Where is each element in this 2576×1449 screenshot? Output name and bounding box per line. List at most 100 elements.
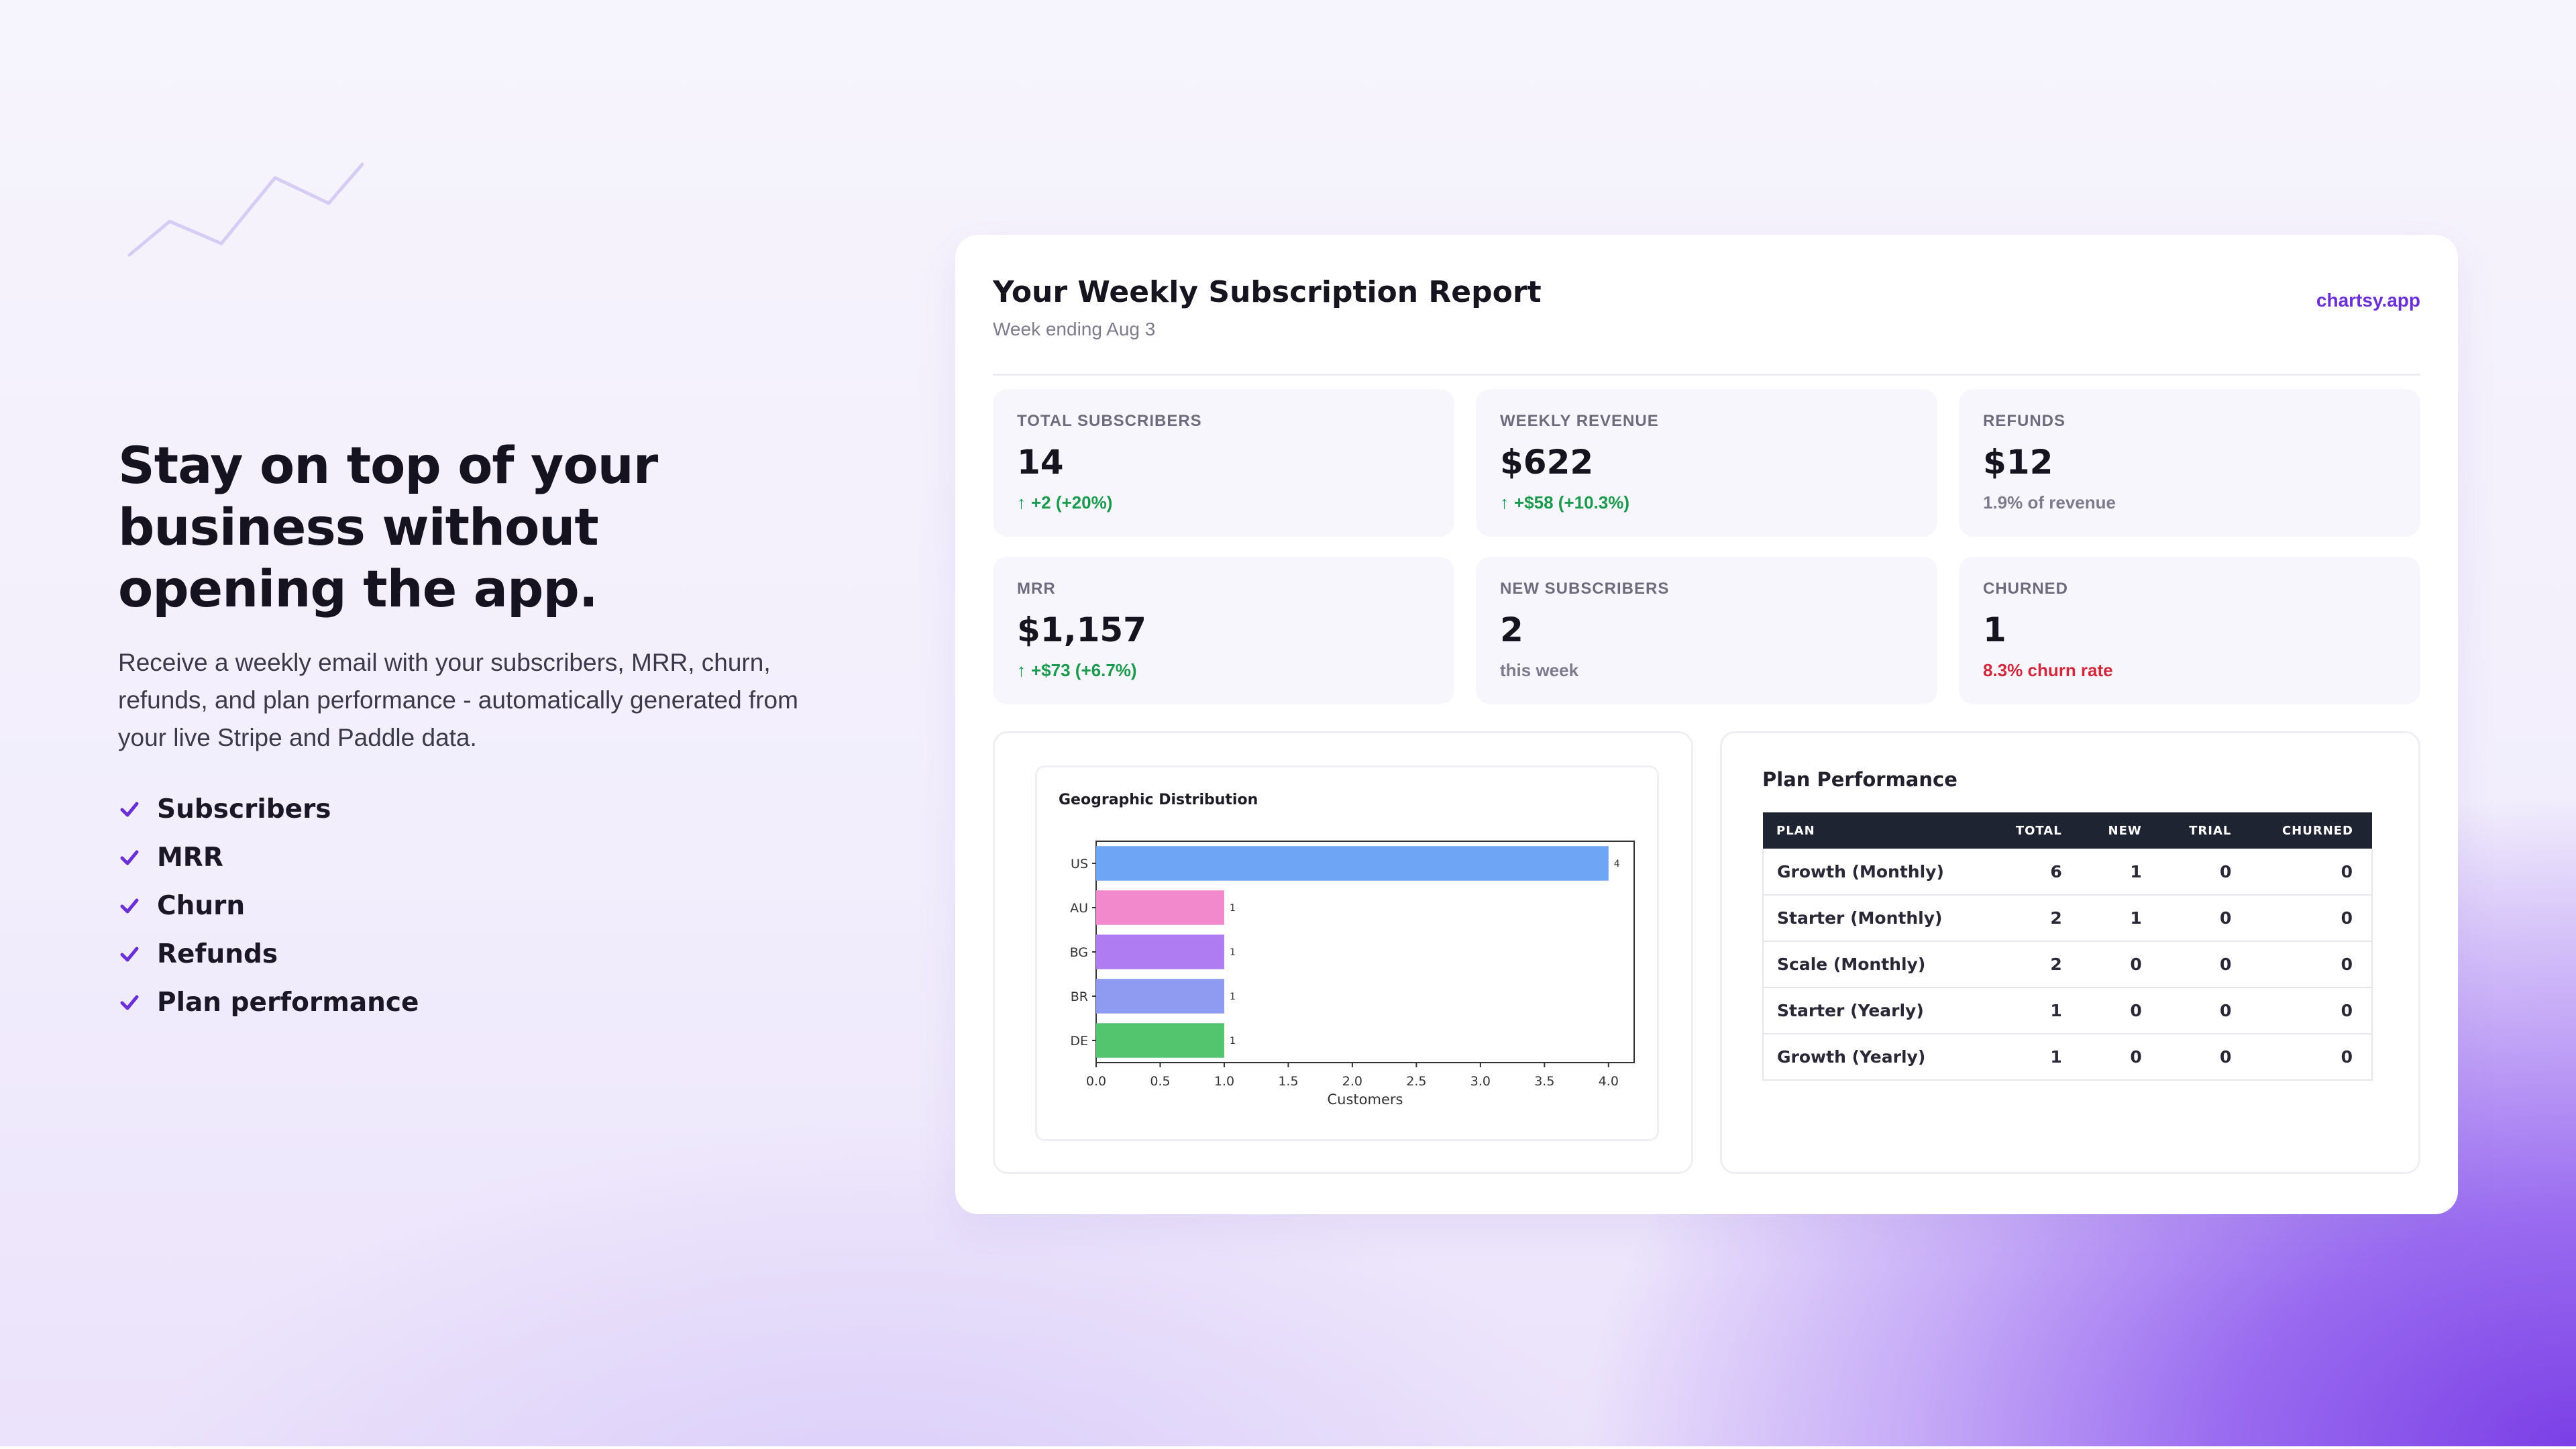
stat-note: this week	[1500, 660, 1913, 681]
check-icon	[120, 898, 139, 914]
bar-au	[1096, 890, 1224, 925]
plan-name-cell: Starter (Monthly)	[1762, 895, 1987, 942]
plan-name-cell: Starter (Yearly)	[1762, 987, 1987, 1034]
bar-bg	[1096, 934, 1224, 969]
feature-label: Subscribers	[157, 794, 331, 824]
stat-label: REFUNDS	[1983, 412, 2066, 430]
column-header: PLAN	[1763, 812, 1987, 849]
table-cell: 0	[2250, 895, 2373, 942]
y-tick-label: BR	[1071, 989, 1088, 1004]
feature-item: Churn	[118, 881, 856, 930]
feature-label: Refunds	[157, 938, 278, 969]
chart-title: Geographic Distribution	[1059, 792, 1258, 808]
table-cell: 2	[1986, 941, 2081, 988]
geo-chart-frame: Geographic Distribution US 4 AU 1 BG 1 BR 1 DE 1 0.…	[1035, 765, 1659, 1141]
table-cell: 1	[2080, 895, 2161, 942]
stat-value: 1	[1983, 610, 2006, 649]
stat-value: $1,157	[1017, 610, 1146, 649]
column-header: NEW	[2080, 812, 2161, 849]
stat-value: 2	[1500, 610, 1523, 649]
plan-performance-panel: Plan Performance PLAN TOTAL NEW TRIAL CHURNE…	[1720, 731, 2420, 1174]
table-cell: 0	[2080, 941, 2161, 988]
stat-card: WEEKLY REVENUE $622 ↑ +$58 (+10.3%)	[1476, 389, 1937, 537]
data-label: 1	[1230, 903, 1236, 914]
table-row: Starter (Yearly) 1 0 0 0	[1762, 987, 2373, 1034]
stat-card: TOTAL SUBSCRIBERS 14 ↑ +2 (+20%)	[993, 389, 1454, 537]
y-tick-label: DE	[1070, 1034, 1088, 1049]
report-card: Your Weekly Subscription Report Week end…	[955, 235, 2458, 1214]
table-cell: 0	[2250, 1034, 2373, 1081]
report-header: Your Weekly Subscription Report Week end…	[993, 275, 2420, 376]
table-row: Scale (Monthly) 2 0 0 0	[1762, 941, 2373, 988]
stat-card: CHURNED 1 8.3% churn rate	[1959, 557, 2420, 704]
table-cell: 1	[2080, 849, 2161, 896]
arrow-up-icon: ↑	[1017, 660, 1026, 680]
stat-value: $622	[1500, 443, 1594, 482]
stat-card: REFUNDS $12 1.9% of revenue	[1959, 389, 2420, 537]
y-tick-label: BG	[1070, 945, 1088, 960]
data-label: 1	[1230, 947, 1236, 958]
feature-list: Subscribers MRR Churn Refunds Plan performan…	[118, 785, 856, 1026]
stat-label: TOTAL SUBSCRIBERS	[1017, 412, 1202, 430]
plan-name-cell: Scale (Monthly)	[1762, 941, 1987, 988]
stat-note: ↑ +2 (+20%)	[1017, 492, 1430, 513]
data-label: 1	[1230, 991, 1236, 1002]
column-header: CHURNED	[2250, 812, 2372, 849]
data-label: 4	[1614, 859, 1620, 869]
table-row: Growth (Monthly) 6 1 0 0	[1762, 849, 2373, 896]
hero-description: Receive a weekly email with your subscri…	[118, 649, 798, 751]
stat-note: 1.9% of revenue	[1983, 492, 2396, 513]
y-tick-label: AU	[1070, 901, 1088, 916]
bar-de	[1096, 1023, 1224, 1058]
feature-item: Refunds	[118, 930, 856, 978]
column-header: TRIAL	[2160, 812, 2251, 849]
check-icon	[120, 850, 139, 865]
stat-note-text: +$58 (+10.3%)	[1514, 492, 1630, 513]
feature-label: Churn	[157, 890, 246, 921]
data-label: 1	[1230, 1036, 1236, 1046]
x-axis-label: Customers	[1328, 1091, 1403, 1108]
stat-card: MRR $1,157 ↑ +$73 (+6.7%)	[993, 557, 1454, 704]
plan-name-cell: Growth (Yearly)	[1762, 1034, 1987, 1081]
x-tick-label: 2.5	[1406, 1074, 1426, 1089]
stat-note: ↑ +$73 (+6.7%)	[1017, 660, 1430, 681]
check-icon	[120, 947, 139, 962]
x-tick-label: 1.0	[1214, 1074, 1234, 1089]
table-cell: 0	[2160, 941, 2251, 988]
feature-item: MRR	[118, 833, 856, 881]
bar-br	[1096, 979, 1224, 1014]
column-header: TOTAL	[1986, 812, 2081, 849]
table-cell: 0	[2160, 849, 2251, 896]
table-cell: 0	[2160, 987, 2251, 1034]
x-tick-label: 3.5	[1534, 1074, 1554, 1089]
stat-card: NEW SUBSCRIBERS 2 this week	[1476, 557, 1937, 704]
report-subtitle: Week ending Aug 3	[993, 319, 1156, 339]
table-cell: 0	[2250, 849, 2373, 896]
geo-bar-chart: Geographic Distribution US 4 AU 1 BG 1 BR 1 DE 1 0.…	[1059, 792, 1635, 1108]
report-title: Your Weekly Subscription Report	[993, 275, 1542, 309]
table-cell: 0	[2160, 895, 2251, 942]
stat-note-text: +2 (+20%)	[1031, 492, 1113, 513]
check-icon	[120, 802, 139, 817]
stat-note-text: 8.3% churn rate	[1983, 660, 2113, 680]
table-cell: 0	[2250, 941, 2373, 988]
table-cell: 6	[1986, 849, 2081, 896]
bar-us	[1096, 846, 1609, 881]
feature-item: Plan performance	[118, 978, 856, 1026]
x-tick-label: 3.0	[1470, 1074, 1491, 1089]
plan-name-cell: Growth (Monthly)	[1762, 849, 1987, 896]
table-cell: 2	[1986, 895, 2081, 942]
stat-value: $12	[1983, 443, 2053, 482]
check-icon	[120, 995, 139, 1010]
stat-value: 14	[1017, 443, 1064, 482]
plan-performance-title: Plan Performance	[1762, 768, 1957, 791]
trend-line-icon	[127, 162, 364, 257]
table-cell: 0	[2080, 987, 2161, 1034]
stat-note: 8.3% churn rate	[1983, 660, 2396, 681]
plan-performance-table: PLAN TOTAL NEW TRIAL CHURNED Growth (Monthly…	[1762, 812, 2373, 1081]
brand-link[interactable]: chartsy.app	[2316, 290, 2420, 311]
stat-label: NEW SUBSCRIBERS	[1500, 580, 1670, 598]
x-tick-label: 0.5	[1150, 1074, 1170, 1089]
bottom-strip	[0, 1446, 2576, 1449]
table-header-row: PLAN TOTAL NEW TRIAL CHURNED	[1763, 812, 2372, 849]
